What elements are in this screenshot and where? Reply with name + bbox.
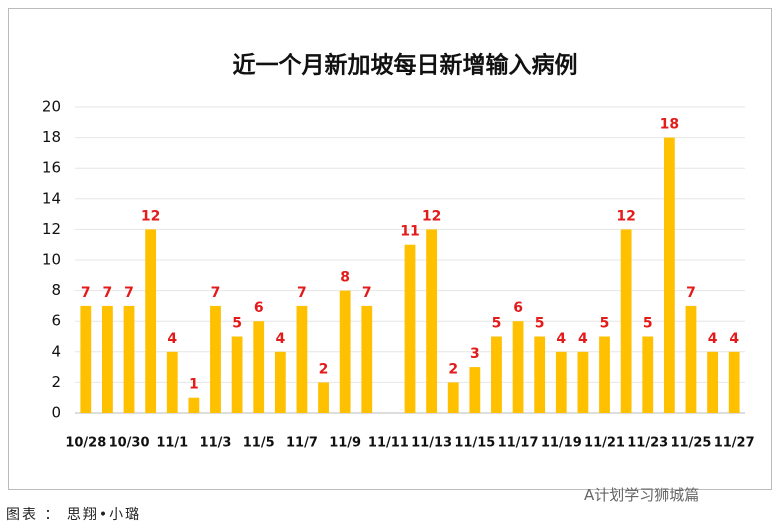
data-label: 4 — [275, 331, 285, 347]
bar — [663, 137, 675, 413]
chart-frame — [8, 8, 772, 490]
x-tick-label: 10/28 — [65, 436, 106, 451]
x-tick-label: 11/3 — [200, 436, 232, 451]
x-tick-label: 10/30 — [109, 436, 150, 451]
y-tick-label: 6 — [51, 312, 61, 330]
data-label: 4 — [578, 331, 588, 347]
bar — [642, 336, 654, 413]
bar — [339, 290, 351, 413]
bar — [404, 244, 416, 413]
data-label: 18 — [660, 117, 679, 133]
data-label: 6 — [513, 300, 523, 316]
data-label: 12 — [141, 208, 160, 224]
data-label: 11 — [400, 224, 419, 240]
x-tick-label: 11/19 — [541, 436, 582, 451]
data-label: 7 — [124, 285, 134, 301]
x-tick-label: 11/11 — [368, 436, 409, 451]
bar — [166, 351, 178, 413]
caption: 图表 ： 思翔•小璐 — [6, 507, 142, 523]
bar — [231, 336, 243, 413]
data-label: 7 — [211, 285, 221, 301]
y-tick-label: 10 — [42, 251, 61, 269]
data-label: 5 — [232, 316, 242, 332]
bar — [469, 367, 481, 413]
y-tick-label: 4 — [51, 342, 61, 360]
x-tick-label: 11/21 — [584, 436, 625, 451]
data-label: 4 — [167, 331, 177, 347]
x-tick-label: 11/23 — [627, 436, 668, 451]
data-label: 5 — [600, 316, 610, 332]
bar — [253, 321, 265, 413]
data-label: 12 — [616, 208, 635, 224]
x-tick-label: 11/5 — [243, 436, 275, 451]
bar — [188, 397, 200, 413]
data-label: 7 — [686, 285, 696, 301]
bar — [274, 351, 286, 413]
bar — [685, 305, 697, 413]
data-label: 6 — [254, 300, 264, 316]
bar — [145, 229, 157, 413]
data-label: 4 — [729, 331, 739, 347]
bar — [599, 336, 610, 413]
data-label: 5 — [535, 316, 545, 332]
y-tick-label: 2 — [51, 373, 61, 391]
data-label: 7 — [81, 285, 91, 301]
x-tick-label: 11/9 — [329, 436, 361, 451]
data-label: 8 — [340, 270, 350, 286]
data-label: 7 — [103, 285, 113, 301]
bar — [577, 351, 589, 413]
chart-title: 近一个月新加坡每日新增输入病例 — [233, 52, 578, 79]
bar — [491, 336, 502, 413]
bar — [80, 305, 92, 413]
x-tick-label: 11/25 — [670, 436, 711, 451]
bar — [447, 382, 459, 413]
x-tick-label: 11/13 — [411, 436, 452, 451]
bar — [123, 305, 135, 413]
y-tick-label: 8 — [51, 281, 61, 299]
bar — [512, 321, 524, 413]
data-label: 4 — [708, 331, 718, 347]
y-tick-label: 12 — [42, 220, 61, 238]
data-label: 12 — [422, 208, 441, 224]
bar — [102, 305, 113, 413]
data-label: 2 — [319, 361, 329, 377]
bar — [534, 336, 546, 413]
bar — [296, 305, 308, 413]
bar — [620, 229, 632, 413]
y-tick-label: 18 — [42, 128, 61, 146]
x-tick-label: 11/7 — [286, 436, 318, 451]
bar — [210, 305, 221, 413]
data-label: 2 — [448, 361, 458, 377]
bar — [361, 305, 373, 413]
bar — [555, 351, 567, 413]
watermark: A计划学习狮城篇 — [584, 486, 700, 504]
y-tick-label: 20 — [42, 98, 61, 116]
data-label: 1 — [189, 377, 199, 393]
data-label: 7 — [297, 285, 307, 301]
data-label: 5 — [492, 316, 502, 332]
x-tick-label: 11/15 — [454, 436, 495, 451]
bar — [318, 382, 329, 413]
data-label: 4 — [556, 331, 566, 347]
x-tick-label: 11/27 — [714, 436, 755, 451]
y-tick-label: 0 — [51, 404, 61, 422]
bar — [728, 351, 740, 413]
bar — [426, 229, 438, 413]
y-tick-label: 16 — [42, 159, 61, 177]
y-tick-label: 14 — [42, 189, 61, 207]
x-tick-label: 11/17 — [498, 436, 539, 451]
data-label: 7 — [362, 285, 372, 301]
data-label: 3 — [470, 346, 480, 362]
bar — [707, 351, 718, 413]
x-tick-label: 11/1 — [156, 436, 188, 451]
data-label: 5 — [643, 316, 653, 332]
